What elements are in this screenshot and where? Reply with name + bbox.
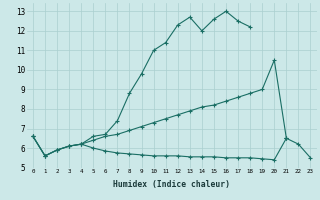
X-axis label: Humidex (Indice chaleur): Humidex (Indice chaleur) — [113, 180, 230, 189]
